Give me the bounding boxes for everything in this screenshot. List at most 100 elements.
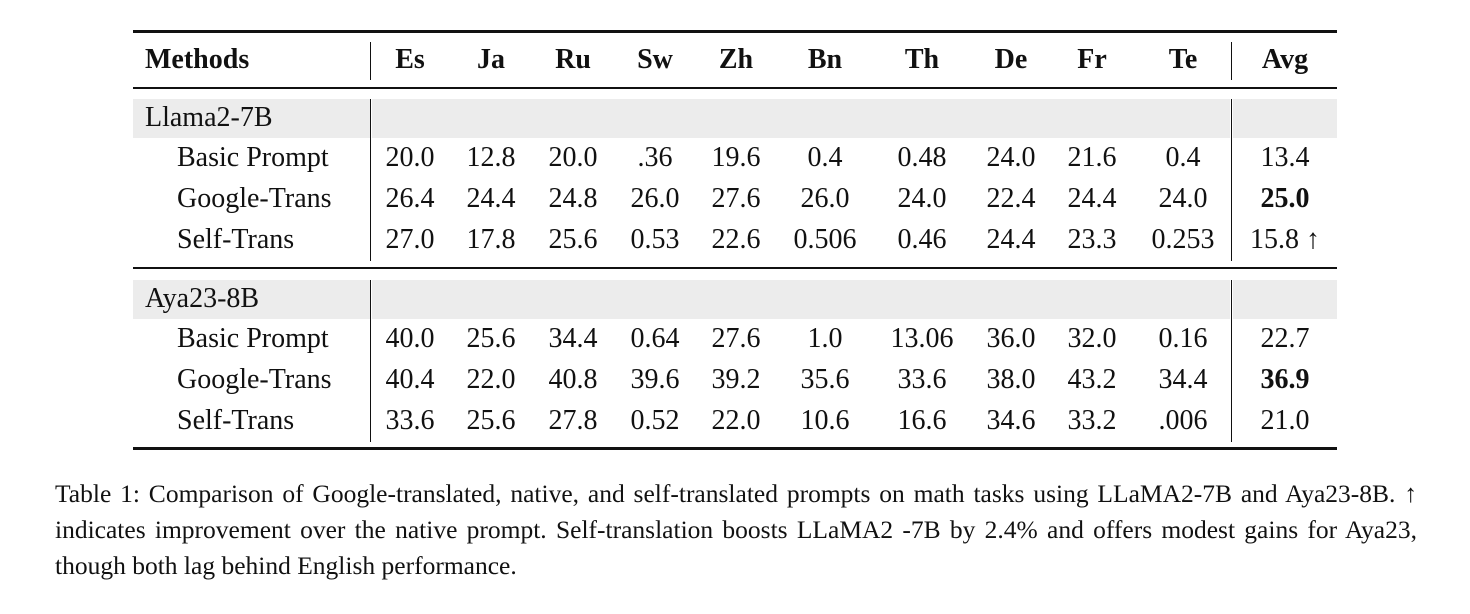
cell: 25.6 — [466, 405, 516, 436]
cell: 23.3 — [1067, 224, 1117, 255]
cell: 40.4 — [385, 364, 435, 395]
group-band — [372, 99, 1230, 138]
cell: 34.6 — [986, 405, 1036, 436]
cell: 0.16 — [1158, 323, 1208, 354]
cell: .006 — [1158, 405, 1208, 436]
cell: 0.4 — [1165, 142, 1201, 173]
cell: 10.6 — [800, 405, 850, 436]
group-band — [372, 280, 1230, 319]
cell: 24.4 — [986, 224, 1036, 255]
cell: 40.0 — [385, 323, 435, 354]
cell: 22.7 — [1260, 323, 1310, 354]
cell: 24.0 — [897, 183, 947, 214]
cell: 24.0 — [1158, 183, 1208, 214]
cell: 24.0 — [986, 142, 1036, 173]
rule — [370, 280, 372, 442]
cell: 17.8 — [466, 224, 516, 255]
rule — [133, 267, 1337, 269]
cell: 21.0 — [1260, 405, 1310, 436]
column-header: Th — [904, 44, 940, 75]
cell: 40.8 — [548, 364, 598, 395]
cell: 15.8 ↑ — [1250, 224, 1320, 255]
cell: .36 — [637, 142, 673, 173]
cell: 22.0 — [711, 405, 761, 436]
column-header: Zh — [718, 44, 754, 75]
rule — [133, 447, 1337, 450]
cell: 16.6 — [897, 405, 947, 436]
method-name: Self-Trans — [177, 405, 295, 436]
cell: 38.0 — [986, 364, 1036, 395]
cell: 0.48 — [897, 142, 947, 173]
caption: Table 1: Comparison of Google-translated… — [55, 479, 1417, 580]
cell: 27.8 — [548, 405, 598, 436]
cell: 34.4 — [1158, 364, 1208, 395]
method-name: Google-Trans — [177, 183, 332, 214]
column-header: Methods — [145, 44, 250, 75]
cell: 13.06 — [890, 323, 954, 354]
rule — [370, 99, 372, 261]
cell: 35.6 — [800, 364, 850, 395]
method-name: Google-Trans — [177, 364, 332, 395]
cell: 19.6 — [711, 142, 761, 173]
cell: 36.0 — [986, 323, 1036, 354]
group-band — [133, 280, 370, 319]
cell: 0.253 — [1151, 224, 1215, 255]
cell: 39.6 — [630, 364, 680, 395]
group-band — [1233, 280, 1337, 319]
cell: 36.9 — [1260, 364, 1310, 395]
column-header: Ru — [555, 44, 591, 75]
cell: 20.0 — [548, 142, 598, 173]
cell: 26.0 — [630, 183, 680, 214]
cell: 43.2 — [1067, 364, 1117, 395]
column-header: Es — [395, 44, 425, 75]
rule — [1231, 42, 1233, 80]
cell: 24.4 — [1067, 183, 1117, 214]
cell: 33.6 — [385, 405, 435, 436]
column-header: Bn — [807, 44, 843, 75]
cell: 27.6 — [711, 183, 761, 214]
method-name: Basic Prompt — [177, 323, 329, 354]
cell: 24.4 — [466, 183, 516, 214]
group-band — [133, 99, 370, 138]
method-name: Self-Trans — [177, 224, 295, 255]
cell: 33.6 — [897, 364, 947, 395]
column-header: Sw — [637, 44, 673, 75]
cell: 1.0 — [807, 323, 843, 354]
cell: 39.2 — [711, 364, 761, 395]
cell: 26.4 — [385, 183, 435, 214]
cell: 22.0 — [466, 364, 516, 395]
cell: 0.53 — [630, 224, 680, 255]
column-header: De — [994, 44, 1028, 75]
cell: 12.8 — [466, 142, 516, 173]
rule — [1231, 280, 1233, 442]
column-header: Avg — [1261, 44, 1309, 75]
rule — [133, 87, 1337, 89]
cell: 24.8 — [548, 183, 598, 214]
cell: 22.4 — [986, 183, 1036, 214]
cell: 0.52 — [630, 405, 680, 436]
column-header: Te — [1168, 44, 1198, 75]
cell: 21.6 — [1067, 142, 1117, 173]
method-name: Basic Prompt — [177, 142, 329, 173]
cell: 13.4 — [1260, 142, 1310, 173]
cell: 0.4 — [807, 142, 843, 173]
group-name: Llama2-7B — [145, 102, 273, 133]
cell: 20.0 — [385, 142, 435, 173]
group-band — [1233, 99, 1337, 138]
cell: 0.64 — [630, 323, 680, 354]
cell: 0.506 — [793, 224, 857, 255]
cell: 25.0 — [1260, 183, 1310, 214]
cell: 26.0 — [800, 183, 850, 214]
cell: 27.0 — [385, 224, 435, 255]
rule — [370, 42, 372, 80]
cell: 27.6 — [711, 323, 761, 354]
cell: 33.2 — [1067, 405, 1117, 436]
cell: 0.46 — [897, 224, 947, 255]
cell: 22.6 — [711, 224, 761, 255]
cell: 34.4 — [548, 323, 598, 354]
cell: 25.6 — [548, 224, 598, 255]
column-header: Fr — [1077, 44, 1107, 75]
rule — [133, 30, 1337, 33]
cell: 32.0 — [1067, 323, 1117, 354]
